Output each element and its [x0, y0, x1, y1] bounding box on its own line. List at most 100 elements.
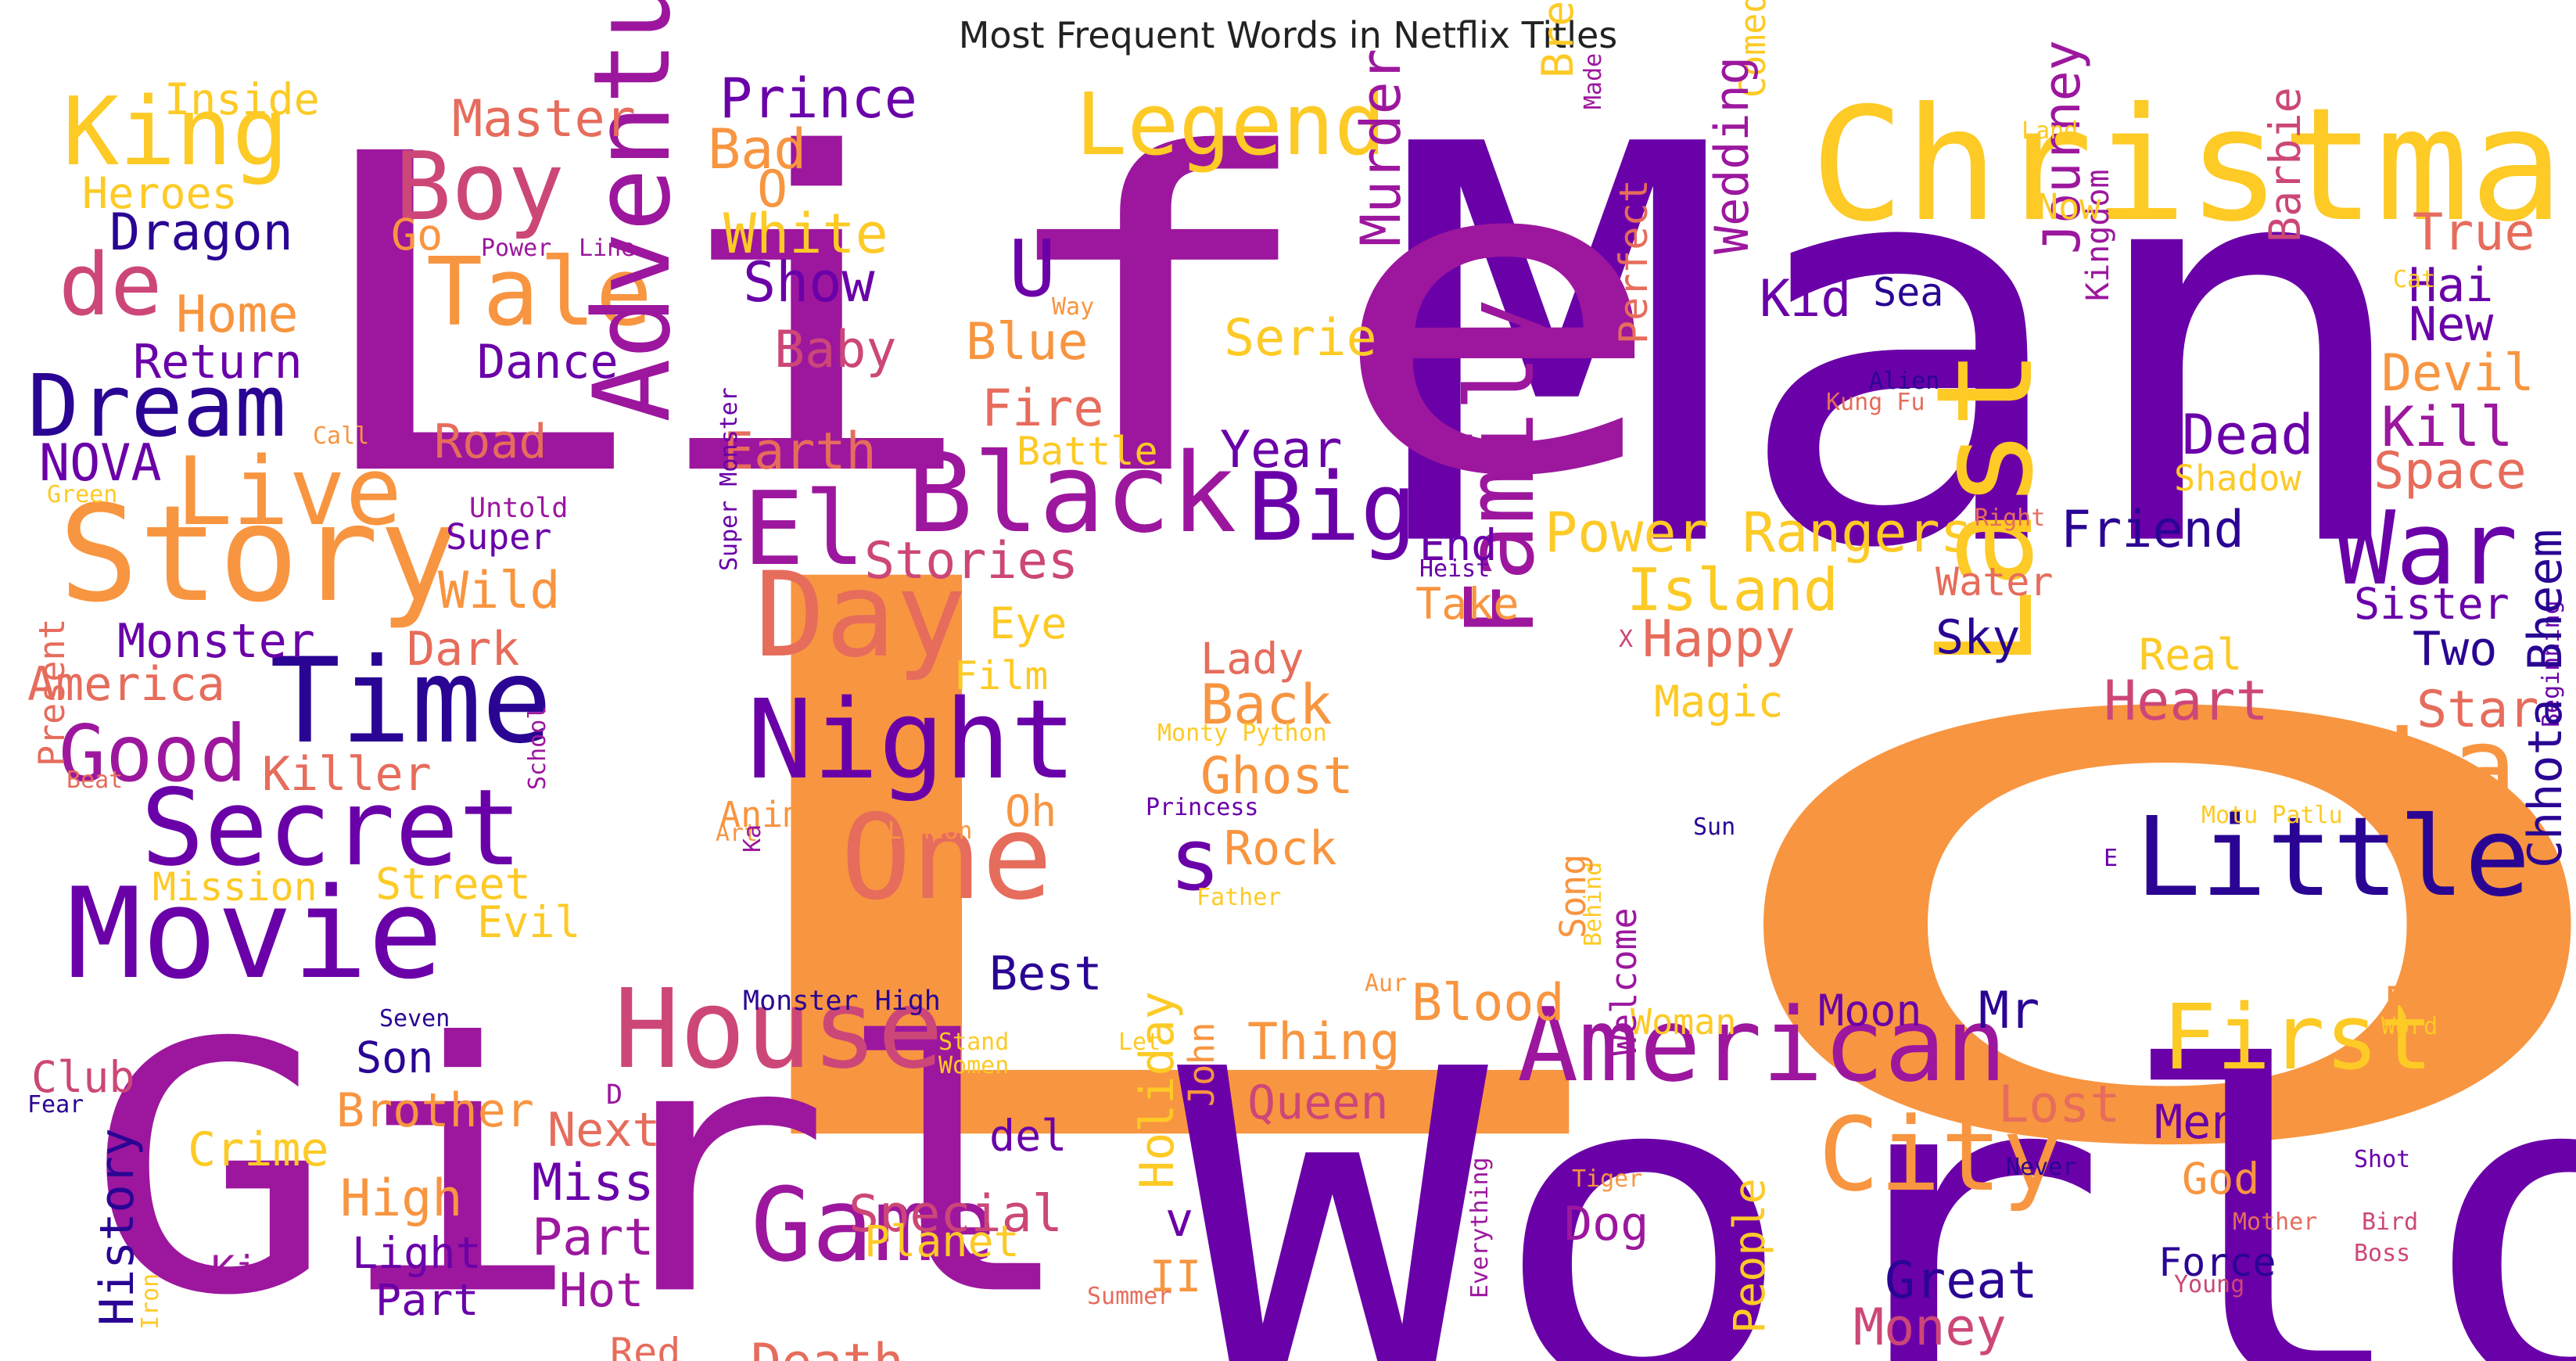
word-welcome: Welcome: [1603, 907, 1645, 1056]
word-home: Home: [176, 285, 299, 344]
word-moon: Moon: [1818, 986, 1921, 1036]
word-bad: Bad: [708, 117, 806, 181]
word-del: del: [989, 1111, 1067, 1161]
word-next: Next: [547, 1103, 661, 1158]
word-mother: Mother: [2233, 1208, 2317, 1236]
word-man: Man: [1384, 31, 2423, 668]
word-shot: Shot: [2354, 1146, 2410, 1173]
word-oh: Oh: [1005, 786, 1057, 836]
word-john: John: [1181, 1022, 1222, 1107]
word-now: Now: [2037, 186, 2101, 228]
word-ka: Ka: [739, 824, 766, 853]
word-nova: NOVA: [39, 434, 162, 493]
word-first: First: [2162, 986, 2433, 1090]
word-super: Super: [446, 516, 551, 558]
word-wedding: Wedding: [1705, 56, 1760, 254]
word-tale: Tale: [426, 239, 652, 347]
word-good: Good: [59, 708, 247, 799]
word-blood: Blood: [1412, 974, 1565, 1032]
word-force: Force: [2158, 1240, 2276, 1285]
word-one: One: [841, 790, 1053, 926]
word-la: La: [2385, 704, 2517, 831]
word-ii: II: [1150, 1251, 1201, 1302]
word-real: Real: [2139, 630, 2242, 680]
word-kill: Kill: [2381, 395, 2513, 459]
word-take: Take: [1415, 579, 1519, 629]
word-breaking: Breaking: [1533, 0, 1583, 78]
word-part: Part: [375, 1275, 479, 1325]
word-heart: Heart: [2104, 669, 2269, 733]
word-water: Water: [1936, 559, 2054, 605]
word-back: Back: [1200, 673, 1333, 737]
word-journey: Journey: [2033, 40, 2092, 254]
word-little: Little: [2135, 794, 2531, 921]
word-special: Special: [849, 1185, 1063, 1244]
word-beginning: Beginning: [2538, 600, 2565, 727]
word-kingdom: Kingdom: [2080, 169, 2116, 301]
word-war: War: [2334, 489, 2518, 608]
word-black: Black: [907, 430, 1236, 558]
word-time: Time: [270, 634, 552, 770]
word-barbie: Barbie: [2260, 87, 2310, 242]
word-dark: Dark: [407, 622, 520, 677]
word-america: America: [27, 657, 225, 712]
word-devil: Devil: [2381, 344, 2535, 403]
word-year: Year: [1220, 421, 1343, 479]
word-blue: Blue: [966, 313, 1089, 372]
word-heroes: Heroes: [82, 168, 238, 218]
word-island: Island: [1627, 555, 1839, 624]
word-way: Way: [1052, 293, 1094, 321]
word-master: Master: [452, 90, 636, 149]
word-girl: Girl: [86, 970, 1081, 1361]
word-wild: Wild: [438, 562, 561, 620]
word-shadow: Shadow: [2174, 458, 2302, 499]
word-comedy: Comedy: [1732, 0, 1774, 98]
word-holiday: Holiday: [1130, 991, 1185, 1189]
word-school: School: [524, 706, 551, 790]
word-sky: Sky: [1936, 610, 2020, 665]
word-hot: Hot: [559, 1263, 644, 1318]
word-show: Show: [743, 250, 875, 314]
word-london: London: [888, 817, 972, 845]
word-monty-python: Monty Python: [1157, 720, 1327, 747]
word-art: Art: [716, 820, 758, 847]
word-animal: Animal: [719, 794, 847, 835]
word-alien: Alien: [1869, 368, 1939, 395]
word-monster: Monster: [117, 614, 315, 669]
word-happy: Happy: [1642, 610, 1796, 669]
word-high: High: [340, 1169, 463, 1228]
word-call: Call: [313, 422, 369, 450]
word-serie: Serie: [1224, 309, 1377, 368]
word-club: Club: [31, 1052, 135, 1102]
word-tiger: Tiger: [1572, 1165, 1642, 1193]
word-money: Money: [1853, 1298, 2007, 1357]
word-stand: Stand: [938, 1029, 1009, 1056]
word-made: Made: [1580, 53, 1607, 110]
word-god: God: [2182, 1154, 2259, 1204]
word-killer: Killer: [262, 747, 432, 802]
word-end: End: [1419, 520, 1497, 570]
word-present: Present: [31, 618, 73, 767]
word-lady: Lady: [1200, 634, 1304, 684]
word-evil: Evil: [477, 897, 580, 947]
word-cat: Cat: [2393, 266, 2435, 293]
word-summer: Summer: [1087, 1283, 1171, 1310]
word-e: E: [2104, 845, 2118, 872]
word-love: Love: [610, 422, 2576, 1315]
word-aur: Aur: [1365, 970, 1407, 997]
word-true: True: [2413, 203, 2535, 262]
word-inside: Inside: [164, 74, 320, 124]
word-murder: Murder: [1349, 48, 1413, 246]
word-chhota-bheem: Chhota Bheem: [2518, 530, 2573, 868]
word-son: Son: [356, 1032, 433, 1083]
word-two: Two: [2413, 622, 2497, 677]
word-house: House: [614, 966, 943, 1093]
word-bird: Bird: [2362, 1208, 2418, 1236]
word-friend: Friend: [2061, 501, 2244, 559]
word-king: King: [63, 78, 289, 187]
word-beat: Beat: [66, 767, 123, 794]
word-let: Let: [1118, 1029, 1161, 1056]
word-mr: Mr: [1979, 982, 2040, 1040]
word-death: Death: [751, 1334, 904, 1361]
word-baby: Baby: [774, 321, 897, 379]
